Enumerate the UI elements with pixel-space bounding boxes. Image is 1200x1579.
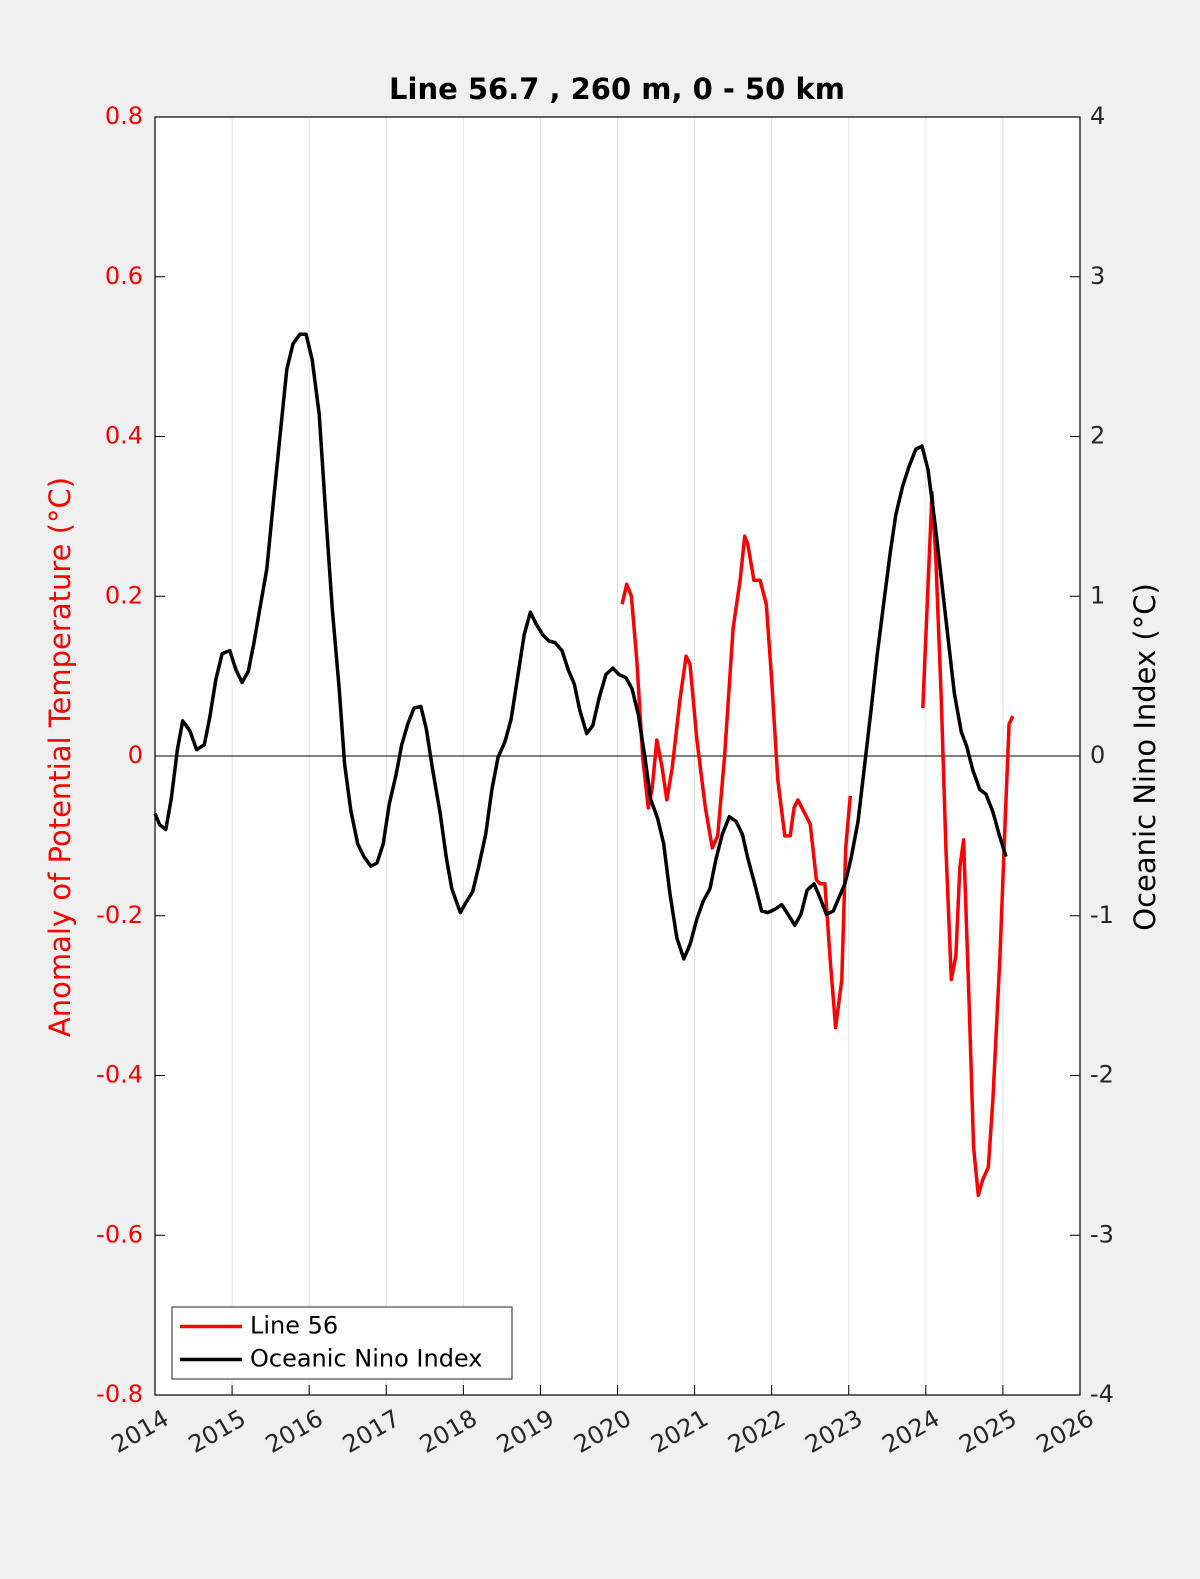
y-tick-label: 0.6 [105,262,143,290]
y-tick-label: 0.2 [105,581,143,609]
x-tick-label: 2022 [723,1404,790,1459]
x-tick-label: 2018 [415,1404,482,1459]
y-tick-label: -0.2 [96,901,143,929]
y2-tick-label: 1 [1090,581,1105,609]
y2-tick-label: -3 [1090,1220,1114,1248]
y2-tick-label: 4 [1090,102,1105,130]
y2-tick-label: -4 [1090,1380,1114,1408]
y2-tick-label: 0 [1090,741,1105,769]
y-tick-label: -0.4 [96,1061,143,1089]
y-tick-label: 0.8 [105,102,143,130]
y-tick-label: -0.8 [96,1380,143,1408]
y-tick-label: 0.4 [105,422,143,450]
x-tick-label: 2014 [107,1404,174,1459]
series-line [620,490,1015,1198]
x-tick-label: 2020 [569,1404,636,1459]
lines [153,332,1015,1198]
x-tick-label: 2026 [1032,1404,1099,1459]
x-tick-label: 2025 [955,1404,1022,1459]
y2-tick-label: -1 [1090,901,1114,929]
y-tick-label: -0.6 [96,1220,143,1248]
x-tick-label: 2019 [492,1404,559,1459]
x-tick-label: 2016 [261,1404,328,1459]
x-tick-label: 2024 [877,1404,944,1459]
y-axis-label: Anomaly of Potential Temperature (°C) [43,477,77,1037]
x-tick-label: 2015 [184,1404,251,1459]
y2-tick-label: 2 [1090,422,1105,450]
y2-axis-label: Oceanic Nino Index (°C) [1128,583,1162,931]
x-tick-label: 2023 [800,1404,867,1459]
y2-tick-label: -2 [1090,1061,1114,1089]
grid [154,117,1081,1395]
legend-label: Oceanic Nino Index [250,1345,482,1373]
chart-title: Line 56.7 , 260 m, 0 - 50 km [389,72,845,106]
legend-label: Line 56 [250,1312,338,1340]
legend: Line 56 Oceanic Nino Index [171,1306,513,1380]
x-tick-label: 2021 [646,1404,713,1459]
series-line [153,332,1008,961]
x-tick-label: 2017 [338,1404,405,1459]
y2-tick-label: 3 [1090,262,1105,290]
legend-box [171,1306,513,1380]
y-tick-label: 0 [128,741,143,769]
